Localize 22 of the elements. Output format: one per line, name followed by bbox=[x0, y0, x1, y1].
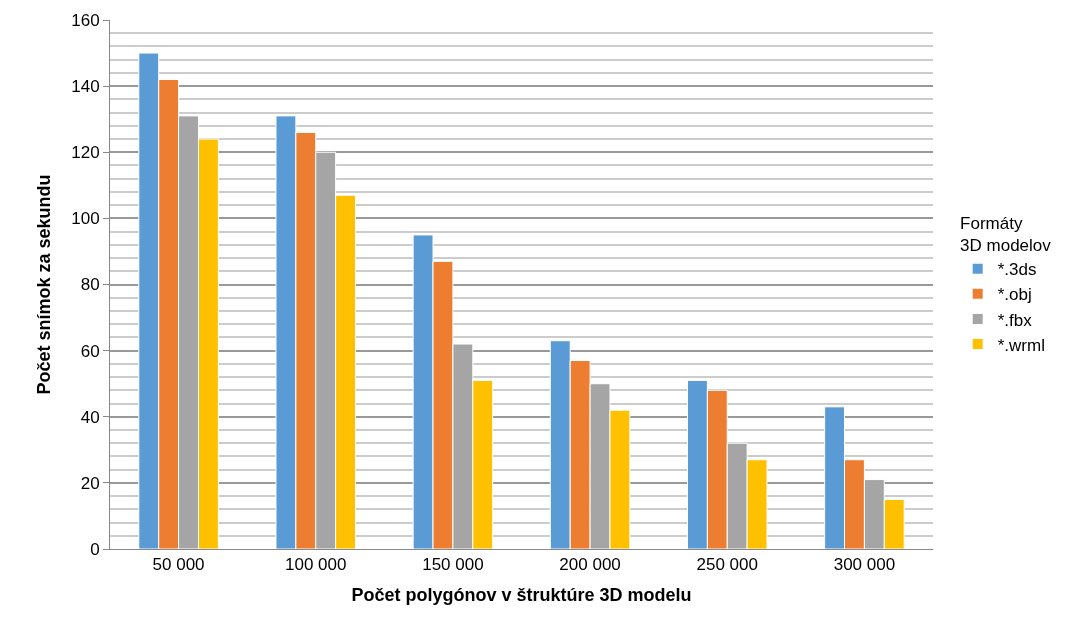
y-tick-label: 60 bbox=[80, 341, 100, 361]
y-tick-label: 0 bbox=[90, 539, 100, 559]
x-axis-title: Počet polygónov v štruktúre 3D modelu bbox=[351, 584, 692, 605]
x-tick-label: 250 000 bbox=[696, 555, 758, 575]
legend-label: *.obj bbox=[997, 285, 1032, 305]
legend-label: *.3ds bbox=[997, 260, 1037, 280]
x-tick-label: 100 000 bbox=[285, 555, 347, 575]
y-tick-label: 40 bbox=[80, 407, 100, 427]
y-tick-label: 160 bbox=[71, 10, 100, 30]
y-tick-label: 120 bbox=[71, 143, 100, 163]
x-tick-label: 150 000 bbox=[422, 555, 484, 575]
y-tick-label: 100 bbox=[71, 209, 100, 229]
x-tick-label: 50 000 bbox=[152, 555, 205, 575]
legend-label: *.wrml bbox=[997, 335, 1045, 355]
y-axis-title: Počet snímok za sekundu bbox=[34, 174, 55, 395]
x-tick-label: 200 000 bbox=[559, 555, 621, 575]
legend-label: *.fbx bbox=[997, 310, 1033, 330]
x-tick-label: 300 000 bbox=[833, 555, 896, 575]
y-tick-label: 140 bbox=[71, 77, 100, 97]
y-tick-label: 80 bbox=[80, 275, 100, 295]
y-tick-label: 20 bbox=[80, 473, 100, 493]
legend-title: Formáty 3D modelov bbox=[960, 214, 1052, 256]
